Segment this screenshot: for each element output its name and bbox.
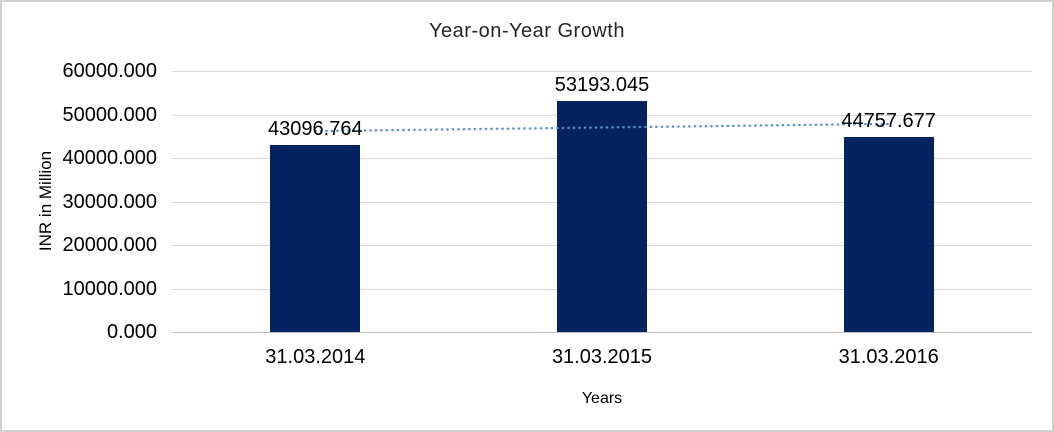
y-tick-label: 10000.000 bbox=[62, 278, 157, 300]
plot-area: 60000.000 50000.000 40000.000 30000.000 2000… bbox=[62, 61, 1032, 367]
y-tick-label: 60000.000 bbox=[62, 60, 157, 82]
bar bbox=[843, 137, 934, 332]
x-axis-line bbox=[172, 332, 1032, 333]
x-tick-label: 31.03.2016 bbox=[838, 346, 939, 368]
gridline bbox=[172, 71, 1032, 72]
bar-value-label: 53193.045 bbox=[554, 73, 650, 96]
bar-value-label: 44757.677 bbox=[841, 110, 936, 133]
y-tick-label: 0.000 bbox=[106, 321, 157, 343]
y-tick-label: 40000.000 bbox=[62, 147, 157, 169]
x-axis-title: Years bbox=[581, 390, 623, 407]
x-tick-label: 31.03.2015 bbox=[551, 346, 653, 368]
bar bbox=[270, 144, 361, 332]
y-tick-label: 30000.000 bbox=[62, 191, 157, 213]
chart-title: Year-on-Year Growth bbox=[429, 20, 625, 42]
bar bbox=[557, 100, 647, 332]
y-tick-label: 20000.000 bbox=[62, 234, 157, 256]
bar-value-label: 43096.764 bbox=[268, 117, 363, 140]
y-tick-label: 50000.000 bbox=[62, 104, 157, 126]
x-tick-label: 31.03.2014 bbox=[265, 346, 366, 368]
